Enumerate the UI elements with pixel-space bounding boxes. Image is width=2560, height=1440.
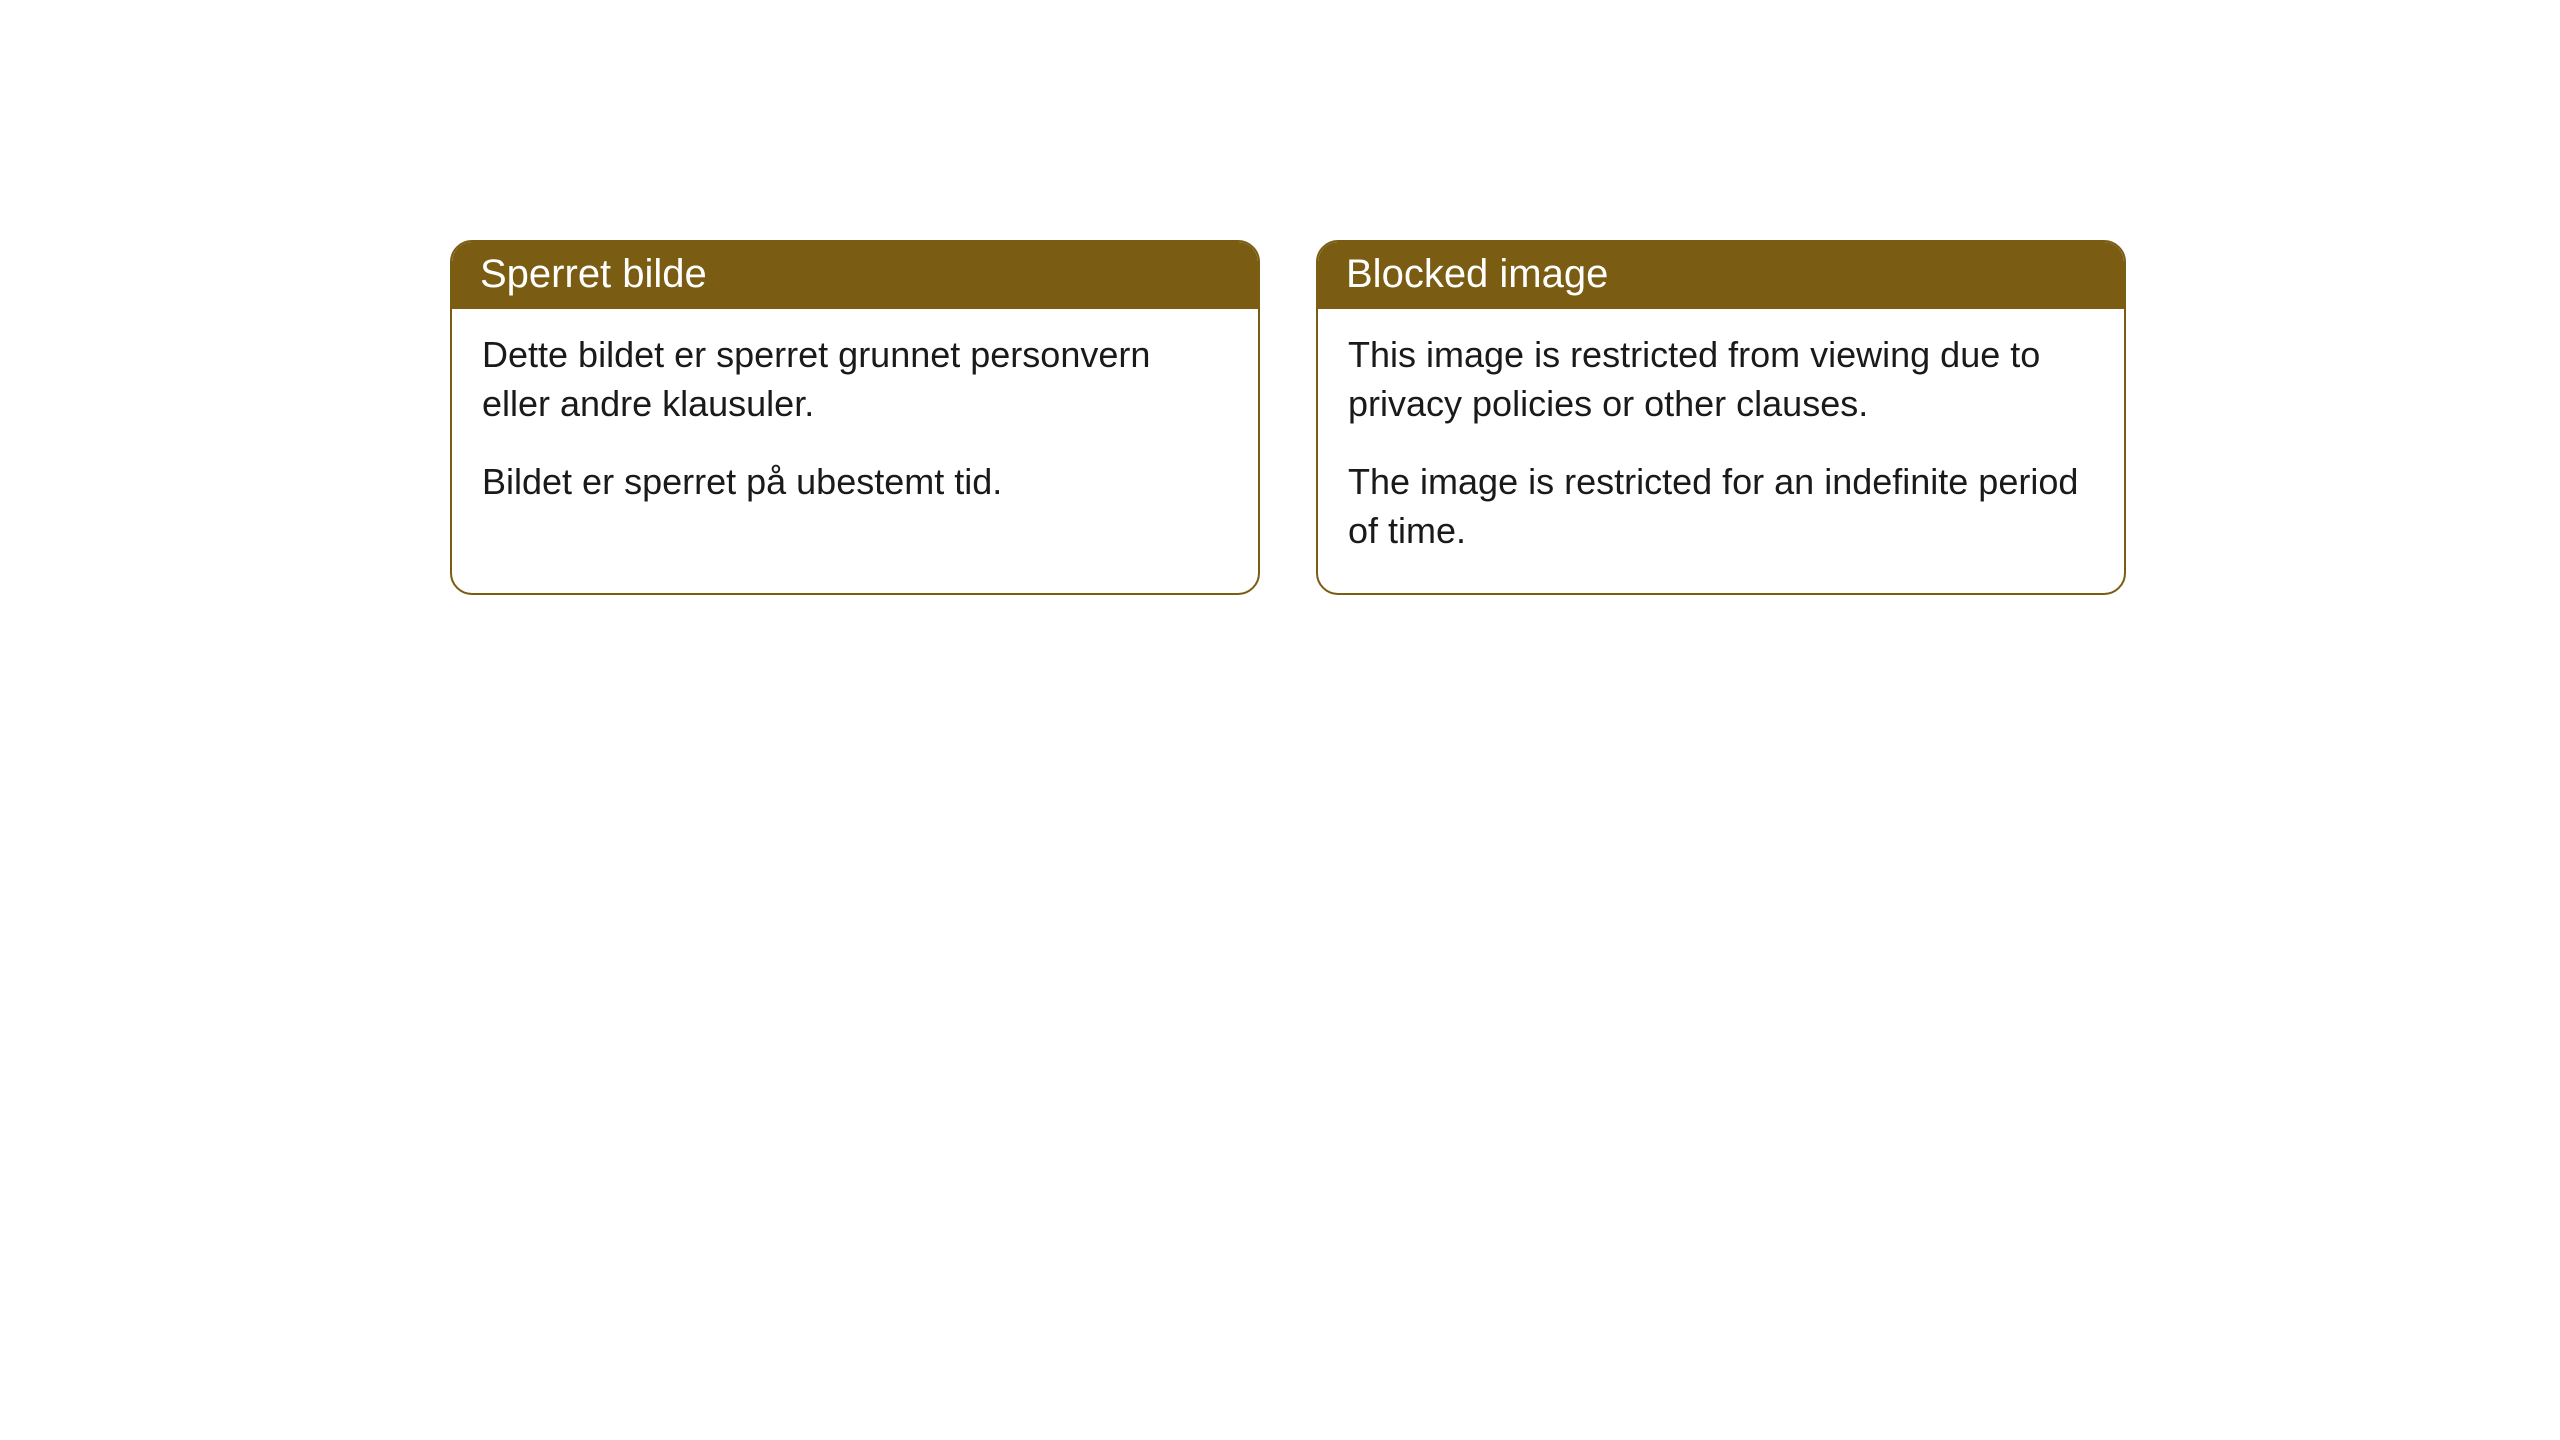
card-paragraph-2-no: Bildet er sperret på ubestemt tid.	[482, 458, 1228, 507]
blocked-image-card-en: Blocked image This image is restricted f…	[1316, 240, 2126, 595]
card-body-en: This image is restricted from viewing du…	[1318, 309, 2124, 593]
card-paragraph-1-en: This image is restricted from viewing du…	[1348, 331, 2094, 428]
cards-container: Sperret bilde Dette bildet er sperret gr…	[450, 240, 2126, 595]
blocked-image-card-no: Sperret bilde Dette bildet er sperret gr…	[450, 240, 1260, 595]
card-title-en: Blocked image	[1318, 242, 2124, 309]
card-title-no: Sperret bilde	[452, 242, 1258, 309]
card-body-no: Dette bildet er sperret grunnet personve…	[452, 309, 1258, 545]
card-paragraph-2-en: The image is restricted for an indefinit…	[1348, 458, 2094, 555]
card-paragraph-1-no: Dette bildet er sperret grunnet personve…	[482, 331, 1228, 428]
